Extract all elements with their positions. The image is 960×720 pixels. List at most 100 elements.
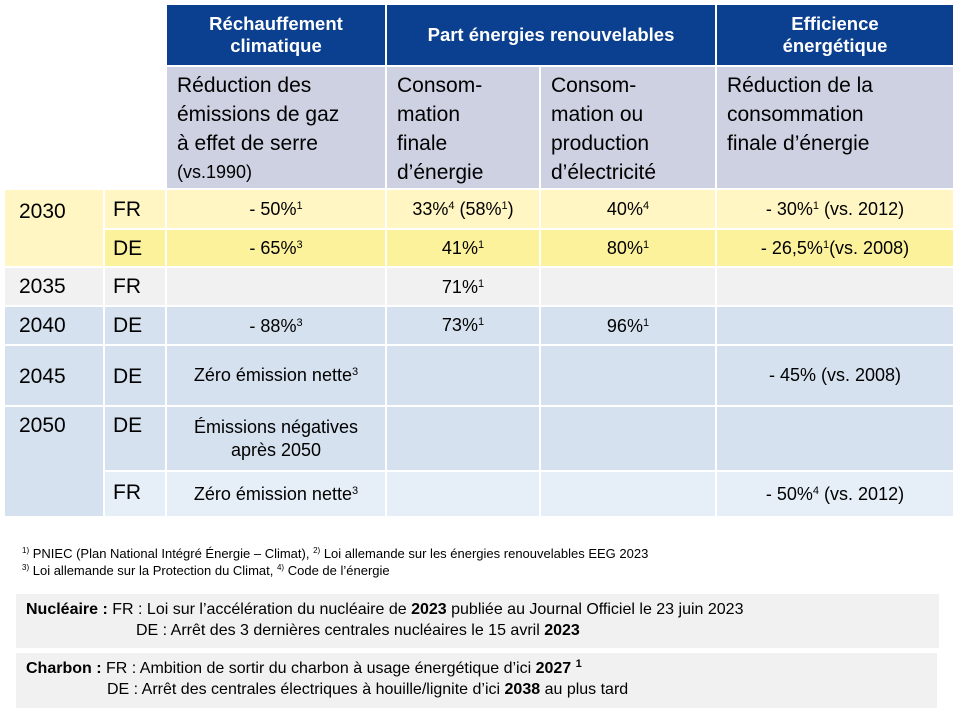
footnote-marker: 2) bbox=[313, 546, 321, 555]
year-cell-2050: 2050 bbox=[5, 407, 105, 518]
res-final-alt-value: (58% bbox=[454, 198, 502, 219]
res-final-cell: 33%4 (58%1) bbox=[387, 190, 541, 230]
country-label: FR bbox=[113, 198, 141, 221]
coal-fr-year: 2027 bbox=[535, 660, 576, 677]
ghg-value: Zéro émission nette bbox=[193, 365, 352, 385]
subheader-eff-line: finale d’énergie bbox=[727, 132, 870, 155]
footnotes-line-2: 3) Loi allemande sur la Protection du Cl… bbox=[22, 563, 390, 579]
header-renewables-share: Part énergies renouvelables bbox=[387, 5, 717, 67]
res-final-cell: 71%1 bbox=[387, 268, 541, 307]
footnote-marker: 4) bbox=[276, 563, 285, 572]
ghg-value: - 50% bbox=[249, 198, 297, 219]
footnote-ref: 4 bbox=[812, 484, 820, 497]
subheader-ghg-reduction: Réduction des émissions de gaz à effet d… bbox=[167, 67, 387, 190]
res-final-value: 73% bbox=[441, 315, 478, 335]
coal-de-line: DE : Arrêt des centrales électriques à h… bbox=[26, 679, 937, 700]
res-elec-value: 96% bbox=[606, 316, 643, 336]
res-elec-cell bbox=[541, 346, 717, 407]
footnote-ref: 3 bbox=[296, 238, 303, 251]
subheader-elec-line: production bbox=[551, 132, 650, 155]
header-efficiency-line2: énergétique bbox=[782, 35, 888, 56]
efficiency-baseline: (vs. 2012) bbox=[819, 483, 905, 504]
nuclear-fr-line: Nucléaire : FR : Loi sur l’accélération … bbox=[26, 599, 939, 620]
country-label: DE bbox=[113, 365, 143, 388]
res-final-value: 33% bbox=[412, 198, 449, 219]
header-renewables-label: Part énergies renouvelables bbox=[427, 24, 675, 45]
year-label: 2035 bbox=[19, 275, 66, 298]
efficiency-cell: - 26,5%1(vs. 2008) bbox=[717, 230, 955, 268]
footnote-ref: 1 bbox=[477, 316, 485, 328]
footnote-text: Code de l’énergie bbox=[284, 563, 390, 578]
footnote-ref: 3 bbox=[296, 317, 303, 329]
nuclear-de-text: DE : Arrêt des 3 dernières centrales nuc… bbox=[136, 622, 545, 639]
footnote-marker: 3) bbox=[22, 563, 30, 572]
header-efficiency-line1: Efficience bbox=[791, 13, 879, 34]
coal-label: Charbon : bbox=[26, 660, 102, 677]
res-final-cell bbox=[387, 407, 541, 472]
footnote-marker: 1) bbox=[22, 546, 30, 555]
ghg-cell: - 50%1 bbox=[167, 190, 387, 230]
subheader-final-line: Consom- bbox=[397, 74, 483, 97]
year-label: 2050 bbox=[19, 414, 66, 437]
res-elec-cell bbox=[541, 472, 717, 518]
footnote-ref: 1 bbox=[642, 238, 650, 251]
res-elec-value: 40% bbox=[606, 198, 643, 219]
header-climate-warming: Réchauffement climatique bbox=[167, 5, 387, 67]
efficiency-cell: - 30%1 (vs. 2012) bbox=[717, 190, 955, 230]
footnote-ref: 4 bbox=[642, 199, 650, 212]
footnote-ref: 1 bbox=[477, 278, 485, 290]
nuclear-fr-text: FR : Loi sur l’accélération du nucléaire… bbox=[107, 601, 412, 618]
res-elec-cell bbox=[541, 407, 717, 472]
country-cell: FR bbox=[105, 268, 167, 307]
res-elec-cell: 80%1 bbox=[541, 230, 717, 268]
country-cell: DE bbox=[105, 230, 167, 268]
subheader-final-line: mation bbox=[397, 103, 461, 126]
footnote-ref: 1 bbox=[296, 199, 303, 212]
subheader-ghg-line: à effet de serre bbox=[177, 132, 318, 155]
efficiency-value: - 45% (vs. 2008) bbox=[768, 365, 902, 385]
country-label: FR bbox=[113, 275, 141, 298]
footnote-text: PNIEC (Plan National Intégré Énergie – C… bbox=[29, 546, 314, 561]
year-label: 2030 bbox=[19, 200, 66, 223]
country-label: FR bbox=[113, 481, 141, 504]
ghg-value: - 88% bbox=[249, 316, 297, 336]
footnote-ref: 3 bbox=[351, 366, 359, 378]
country-cell: DE bbox=[105, 407, 167, 472]
header-climate-line2: climatique bbox=[230, 35, 322, 56]
subheader-ghg-line: émissions de gaz bbox=[177, 103, 340, 126]
res-final-value: 41% bbox=[441, 237, 478, 258]
efficiency-value: - 26,5% bbox=[760, 237, 823, 258]
coal-de-year: 2038 bbox=[504, 681, 541, 698]
res-final-cell bbox=[387, 346, 541, 407]
efficiency-value: - 30% bbox=[765, 198, 813, 219]
efficiency-cell: - 50%4 (vs. 2012) bbox=[717, 472, 955, 518]
efficiency-value: - 50% bbox=[765, 483, 813, 504]
coal-fr-text: FR : Ambition de sortir du charbon à usa… bbox=[101, 660, 536, 677]
ghg-cell: - 65%3 bbox=[167, 230, 387, 268]
ghg-cell: Zéro émission nette3 bbox=[167, 346, 387, 407]
coal-fr-line: Charbon : FR : Ambition de sortir du cha… bbox=[26, 658, 937, 679]
efficiency-cell: - 45% (vs. 2008) bbox=[717, 346, 955, 407]
nuclear-fr-suffix: publiée au Journal Officiel le 23 juin 2… bbox=[446, 601, 744, 618]
res-elec-cell: 40%4 bbox=[541, 190, 717, 230]
subheader-elec-line: Consom- bbox=[551, 74, 637, 97]
header-energy-efficiency: Efficience énergétique bbox=[717, 5, 955, 67]
res-final-cell: 41%1 bbox=[387, 230, 541, 268]
ghg-value: Zéro émission nette bbox=[193, 483, 352, 504]
footnote-text: Loi allemande sur la Protection du Clima… bbox=[29, 563, 277, 578]
ghg-cell: - 88%3 bbox=[167, 307, 387, 346]
coal-de-text: DE : Arrêt des centrales électriques à h… bbox=[107, 681, 505, 698]
footnote-ref: 1 bbox=[642, 317, 650, 329]
nuclear-fr-year: 2023 bbox=[411, 601, 447, 618]
year-label: 2045 bbox=[19, 365, 66, 388]
subheader-ghg-line: Réduction des bbox=[177, 74, 312, 97]
res-final-cell bbox=[387, 472, 541, 518]
year-cell-2030: 2030 bbox=[5, 190, 105, 268]
subheader-final-consumption: Consom- mation finale d’énergie bbox=[387, 67, 541, 190]
efficiency-baseline: (vs. 2012) bbox=[819, 198, 905, 219]
year-cell-2045: 2045 bbox=[5, 346, 105, 407]
efficiency-cell bbox=[717, 307, 955, 346]
subheader-elec-line: mation ou bbox=[551, 103, 644, 126]
coal-note-box: Charbon : FR : Ambition de sortir du cha… bbox=[16, 653, 937, 708]
nuclear-note-box: Nucléaire : FR : Loi sur l’accélération … bbox=[16, 594, 939, 648]
